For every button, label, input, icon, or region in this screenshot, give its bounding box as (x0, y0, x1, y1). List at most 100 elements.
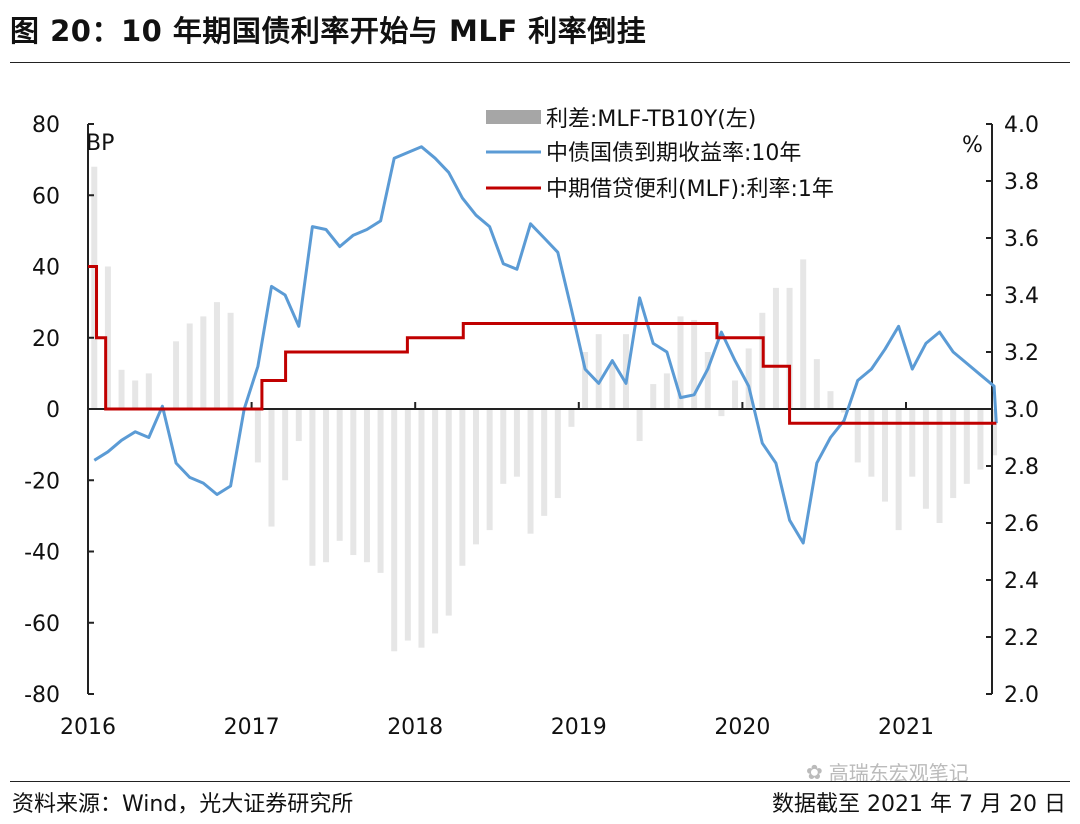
spread-bar (459, 409, 466, 566)
spread-bar (663, 373, 670, 409)
spread-bar (418, 409, 425, 648)
left-tick-label: 20 (32, 327, 60, 352)
spread-bar (486, 409, 493, 531)
spread-bar (145, 373, 152, 409)
right-tick-label: 3.2 (1004, 341, 1039, 366)
legend-swatch-spread (486, 110, 541, 124)
left-tick-label: -80 (24, 683, 60, 708)
x-tick-label: 2016 (60, 715, 116, 740)
spread-bar (186, 323, 193, 409)
left-axis-unit: BP (86, 131, 114, 156)
spread-bar (909, 409, 916, 477)
spread-bar (118, 369, 125, 409)
spread-bar (963, 409, 970, 484)
spread-bar (350, 409, 357, 556)
spread-bar (227, 312, 234, 409)
chart-title: 图 20：10 年期国债利率开始与 MLF 利率倒挂 (10, 14, 647, 48)
spread-bar (854, 409, 861, 463)
spread-bar (404, 409, 411, 641)
legend-label-yield: 中债国债到期收益率:10年 (546, 141, 801, 166)
spread-bar (91, 166, 98, 409)
legend-label-spread: 利差:MLF-TB10Y(左) (546, 107, 756, 132)
title-divider (10, 62, 1070, 63)
left-tick-label: 80 (32, 113, 60, 138)
spread-bar (323, 409, 330, 563)
spread-bar (309, 409, 316, 566)
spread-bar (173, 341, 180, 409)
right-tick-label: 3.8 (1004, 170, 1039, 195)
wechat-icon: ✿ (806, 759, 823, 784)
spread-bar (132, 380, 139, 409)
spread-bar (732, 380, 739, 409)
left-tick-label: -60 (24, 612, 60, 637)
spread-bar (336, 409, 343, 541)
x-tick-label: 2020 (714, 715, 770, 740)
source-note: 资料来源：Wind，光大证券研究所 (12, 792, 354, 817)
spread-bar (609, 362, 616, 409)
data-cutoff-note: 数据截至 2021 年 7 月 20 日 (772, 792, 1066, 817)
mlf-rate-line (88, 265, 997, 425)
spread-bar (541, 409, 548, 516)
left-tick-label: 40 (32, 256, 60, 281)
axes: 80 60 40 20 0 -20 -40 -60 -80 4.0 3.8 3.6 3.4 3.2 3.0 2… (24, 113, 1039, 740)
right-tick-label: 4.0 (1004, 113, 1039, 138)
spread-bar (527, 409, 534, 534)
spread-bar (636, 409, 643, 442)
spread-bar (841, 409, 848, 413)
spread-bar (377, 409, 384, 573)
spread-bar (200, 316, 207, 409)
spread-bar (295, 409, 302, 442)
spread-bar (254, 409, 261, 463)
spread-bar (282, 409, 289, 481)
spread-bar (936, 409, 943, 523)
x-tick-label: 2021 (878, 715, 934, 740)
spread-bar (473, 409, 480, 545)
spread-bar (677, 316, 684, 409)
right-tick-label: 2.4 (1004, 569, 1039, 594)
spread-bar (786, 287, 793, 409)
footer-divider (10, 781, 1070, 782)
x-tick-label: 2018 (387, 715, 443, 740)
spread-bar (432, 409, 439, 634)
right-tick-label: 2.2 (1004, 626, 1039, 651)
spread-bar (445, 409, 452, 616)
spread-bar (622, 334, 629, 409)
right-axis-unit: % (962, 133, 983, 158)
spread-bar (991, 409, 998, 456)
spread-bar (895, 409, 902, 531)
legend: 利差:MLF-TB10Y(左) 中债国债到期收益率:10年 中期借贷便利(MLF… (486, 107, 834, 202)
spread-bar (691, 319, 698, 409)
right-tick-label: 3.6 (1004, 227, 1039, 252)
spread-bar (268, 409, 275, 527)
spread-bar (827, 391, 834, 409)
left-tick-label: 60 (32, 184, 60, 209)
right-tick-label: 2.8 (1004, 455, 1039, 480)
left-tick-label: -40 (24, 541, 60, 566)
spread-bar (868, 409, 875, 477)
spread-bar (213, 302, 220, 409)
spread-bar (745, 348, 752, 409)
spread-bar (513, 409, 520, 477)
right-tick-label: 3.4 (1004, 284, 1039, 309)
spread-bar (800, 259, 807, 409)
right-tick-label: 2.6 (1004, 512, 1039, 537)
spread-bar (582, 352, 589, 409)
spread-bar (922, 409, 929, 509)
spread-bar (391, 409, 398, 652)
x-tick-label: 2019 (551, 715, 607, 740)
spread-bar (772, 287, 779, 409)
spread-bar (104, 266, 111, 409)
series-lines (88, 145, 998, 545)
right-tick-label: 2.0 (1004, 683, 1039, 708)
spread-bar (718, 409, 725, 417)
spread-bar (950, 409, 957, 499)
spread-bar (500, 409, 507, 484)
spread-bar (882, 409, 889, 502)
legend-label-mlf: 中期借贷便利(MLF):利率:1年 (546, 177, 834, 202)
spread-bar (704, 352, 711, 409)
left-tick-label: -20 (24, 469, 60, 494)
spread-bar (363, 409, 370, 563)
spread-bar (554, 409, 561, 499)
spread-bar (813, 359, 820, 409)
spread-bar (568, 409, 575, 427)
